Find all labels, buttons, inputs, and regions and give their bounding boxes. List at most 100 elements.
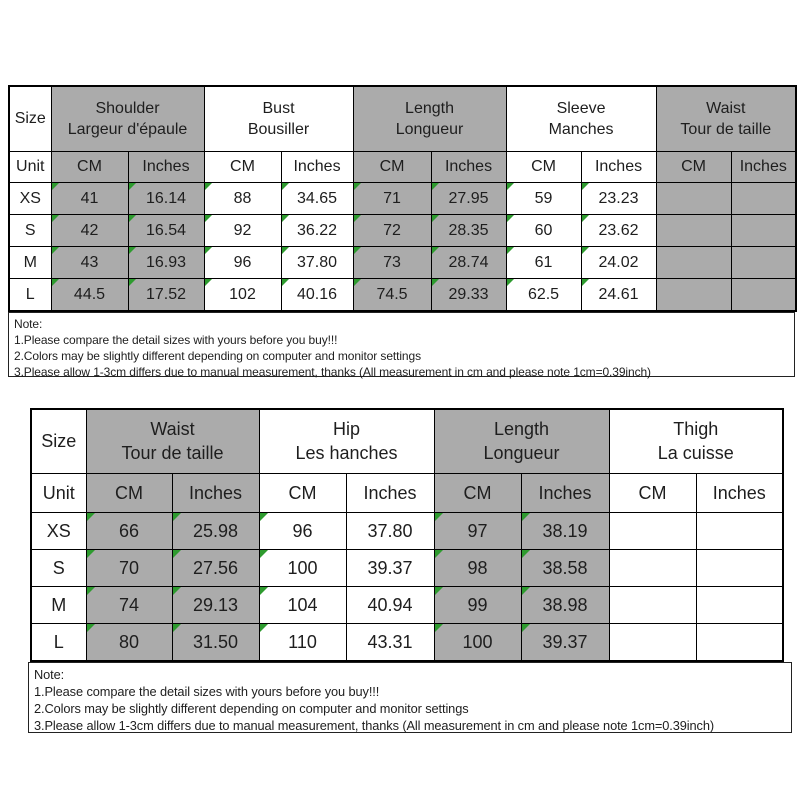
value-cell: 43.31 bbox=[345, 623, 435, 662]
measure-name-fr: Manches bbox=[548, 121, 614, 138]
value-cell: 24.02 bbox=[580, 246, 657, 279]
size-cell: L bbox=[8, 278, 52, 312]
value-cell: 73 bbox=[352, 246, 432, 279]
size-cell: S bbox=[8, 214, 52, 247]
value-cell: 61 bbox=[505, 246, 582, 279]
value-text: 96 bbox=[292, 520, 313, 541]
value-cell bbox=[695, 549, 784, 587]
measure-header-cell: Length Longueur bbox=[352, 85, 507, 152]
green-corner-marker bbox=[522, 624, 530, 632]
unit-cm-cell: CM bbox=[85, 473, 173, 513]
note-line-1: 1.Please compare the detail sizes with y… bbox=[34, 684, 380, 699]
size-cell: M bbox=[30, 586, 87, 624]
value-text: 72 bbox=[383, 221, 401, 239]
unit-inches-cell: Inches bbox=[127, 151, 205, 183]
green-corner-marker bbox=[432, 247, 439, 254]
value-cell: 96 bbox=[258, 512, 347, 550]
value-cell: 88 bbox=[203, 182, 282, 215]
unit-cm-cell: CM bbox=[655, 151, 732, 183]
value-text: 42 bbox=[80, 221, 99, 239]
green-corner-marker bbox=[173, 587, 181, 595]
green-corner-marker bbox=[354, 279, 361, 286]
table-row: M 43 16.93 96 37.80 73 28.74 61 24.02 bbox=[8, 246, 797, 279]
value-cell: 28.35 bbox=[430, 214, 507, 247]
value-text: 28.35 bbox=[448, 221, 489, 239]
value-cell: 27.56 bbox=[171, 549, 260, 587]
value-text: 25.98 bbox=[192, 520, 239, 541]
value-cell bbox=[730, 214, 797, 247]
unit-row: Unit CM Inches CM Inches CM Inches CM Inches CM In… bbox=[8, 151, 797, 183]
green-corner-marker bbox=[87, 550, 95, 558]
size-cell: XS bbox=[8, 182, 52, 215]
value-text: 40.16 bbox=[296, 285, 338, 303]
value-text: 70 bbox=[118, 557, 140, 578]
value-cell bbox=[655, 246, 732, 279]
value-text: 16.54 bbox=[145, 221, 187, 239]
value-cell: 16.14 bbox=[127, 182, 205, 215]
value-text: 38.19 bbox=[542, 520, 588, 541]
unit-cm-cell: CM bbox=[50, 151, 129, 183]
value-text: 110 bbox=[288, 631, 317, 652]
green-corner-marker bbox=[582, 247, 589, 254]
value-cell: 102 bbox=[203, 278, 282, 312]
green-corner-marker bbox=[582, 183, 589, 190]
value-cell: 38.58 bbox=[520, 549, 610, 587]
green-corner-marker bbox=[129, 183, 136, 190]
green-corner-marker bbox=[435, 624, 443, 632]
value-cell bbox=[655, 214, 732, 247]
value-cell: 66 bbox=[85, 512, 173, 550]
unit-cm-cell: CM bbox=[505, 151, 582, 183]
green-corner-marker bbox=[435, 513, 443, 521]
size-table-bottom: Size Waist Tour de taille Hip Les hanches Len… bbox=[30, 408, 785, 662]
unit-inches-cell: Inches bbox=[730, 151, 797, 183]
table-row: M 74 29.13 104 40.94 99 38.98 bbox=[30, 586, 784, 624]
unit-cm-cell: CM bbox=[203, 151, 282, 183]
value-cell: 25.98 bbox=[171, 512, 260, 550]
green-corner-marker bbox=[173, 550, 181, 558]
value-cell bbox=[608, 512, 697, 550]
measure-name-en: Thigh bbox=[673, 418, 719, 439]
measure-header-cell: Thigh La cuisse bbox=[608, 408, 784, 474]
value-text: 16.93 bbox=[145, 253, 187, 271]
measure-header-cell: Length Longueur bbox=[433, 408, 610, 474]
green-corner-marker bbox=[354, 247, 361, 254]
measure-header-cell: Waist Tour de taille bbox=[85, 408, 260, 474]
value-text: 80 bbox=[118, 631, 140, 652]
value-cell bbox=[730, 182, 797, 215]
measure-name-fr: Tour de taille bbox=[680, 121, 772, 138]
green-corner-marker bbox=[129, 247, 136, 254]
value-cell: 70 bbox=[85, 549, 173, 587]
measure-header-cell: Shoulder Largeur d'épaule bbox=[50, 85, 205, 152]
value-text: 98 bbox=[467, 557, 488, 578]
value-cell: 29.13 bbox=[171, 586, 260, 624]
measure-name-en: Length bbox=[493, 418, 550, 439]
value-cell: 100 bbox=[433, 623, 522, 662]
unit-inches-cell: Inches bbox=[520, 473, 610, 513]
value-cell: 96 bbox=[203, 246, 282, 279]
green-corner-marker bbox=[522, 550, 530, 558]
measure-name-fr: Tour de taille bbox=[121, 442, 224, 463]
green-corner-marker bbox=[129, 279, 136, 286]
green-corner-marker bbox=[282, 279, 289, 286]
green-corner-marker bbox=[435, 550, 443, 558]
value-cell: 98 bbox=[433, 549, 522, 587]
unit-inches-cell: Inches bbox=[345, 473, 435, 513]
measure-header-cell: Waist Tour de taille bbox=[655, 85, 797, 152]
value-cell: 40.16 bbox=[280, 278, 354, 312]
value-text: 23.62 bbox=[598, 221, 639, 239]
green-corner-marker bbox=[435, 587, 443, 595]
value-text: 97 bbox=[467, 520, 488, 541]
value-text: 34.65 bbox=[296, 189, 338, 207]
value-text: 27.95 bbox=[448, 189, 489, 207]
value-cell: 43 bbox=[50, 246, 129, 279]
size-cell: M bbox=[8, 246, 52, 279]
value-cell: 34.65 bbox=[280, 182, 354, 215]
unit-inches-cell: Inches bbox=[171, 473, 260, 513]
value-text: 29.33 bbox=[448, 285, 489, 303]
value-cell bbox=[695, 512, 784, 550]
value-cell: 24.61 bbox=[580, 278, 657, 312]
measure-name-en: Waist bbox=[150, 418, 195, 439]
value-cell: 17.52 bbox=[127, 278, 205, 312]
value-cell bbox=[655, 182, 732, 215]
